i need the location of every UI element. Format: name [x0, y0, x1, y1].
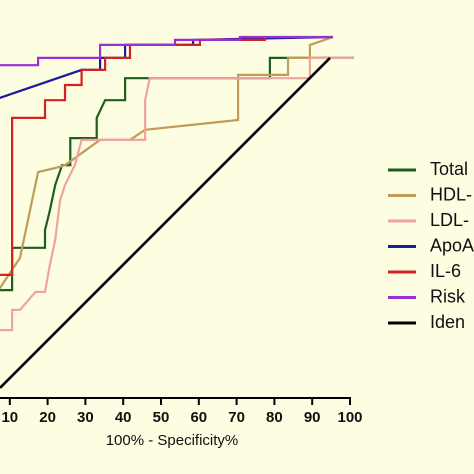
x-axis-label: 100% - Specificity%: [106, 432, 239, 449]
legend-label: Risk: [430, 286, 466, 306]
roc-curve: [0, 35, 333, 67]
x-tick-label: 70: [228, 409, 245, 426]
x-tick-label: 40: [115, 409, 132, 426]
legend-label: LDL-: [430, 210, 469, 230]
x-tick-label: 100: [337, 409, 362, 426]
x-tick-label: 60: [190, 409, 207, 426]
legend-label: Total: [430, 159, 468, 179]
x-tick-label: 30: [77, 409, 94, 426]
x-tick-label: 90: [304, 409, 321, 426]
roc-curve: [0, 37, 266, 276]
roc-curve: [0, 56, 354, 292]
roc-curve: [0, 35, 334, 99]
legend-label: Iden: [430, 312, 465, 332]
x-tick-label: 50: [153, 409, 170, 426]
x-tick-label: 80: [266, 409, 283, 426]
roc-curve: [0, 56, 331, 389]
legend-label: HDL-: [430, 184, 472, 204]
roc-curve: [0, 56, 354, 332]
x-tick-label: 20: [39, 409, 56, 426]
legend-label: IL-6: [430, 261, 461, 281]
legend-label: ApoA: [430, 235, 474, 255]
x-tick-label: 10: [1, 409, 18, 426]
